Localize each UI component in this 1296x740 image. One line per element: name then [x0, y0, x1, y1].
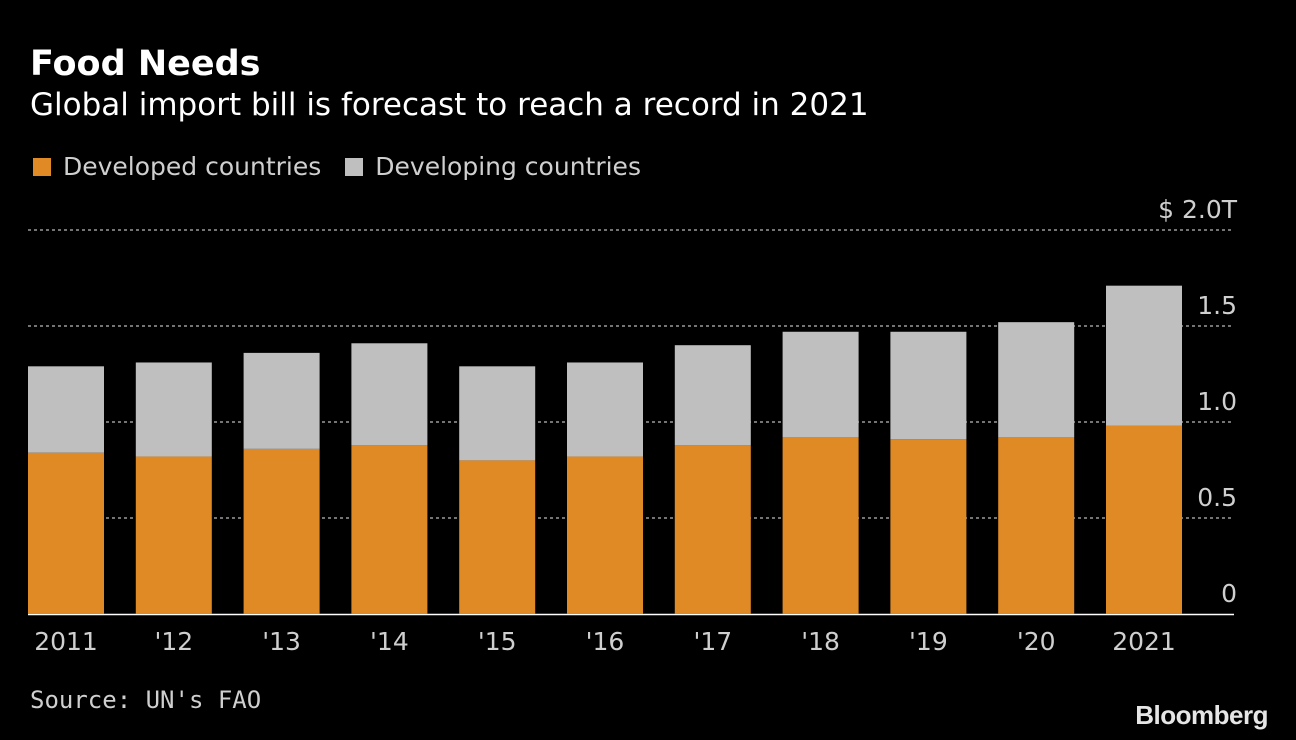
legend-item-developing: Developing countries: [345, 152, 641, 181]
bar-developing-5: [567, 362, 643, 457]
x-tick-label: '13: [262, 627, 301, 656]
x-axis-labels: 2011 '12 '13 '14 '15 '16 '17 '18 '19 '20 2021: [34, 627, 1176, 656]
x-tick-label: '12: [154, 627, 193, 656]
legend-label-developing: Developing countries: [375, 152, 641, 181]
x-tick-label: '17: [693, 627, 732, 656]
y-axis-labels: $ 2.0T 1.5 1.0 0.5 0: [1158, 195, 1238, 608]
x-tick-label: '14: [370, 627, 409, 656]
bar-developing-4: [459, 366, 536, 461]
x-tick-label: '18: [801, 627, 840, 656]
bar-developed-6: [674, 445, 751, 614]
bar-developing-9: [998, 322, 1075, 438]
bars: [28, 285, 1182, 614]
bar-developed-5: [567, 456, 643, 614]
bar-developed-10: [1106, 425, 1182, 614]
bar-developed-7: [782, 437, 859, 614]
bar-developing-1: [135, 362, 212, 457]
bar-developed-9: [998, 437, 1075, 614]
y-tick-label: 1.0: [1197, 387, 1237, 416]
bar-developed-1: [135, 456, 212, 614]
bar-developed-4: [459, 460, 536, 614]
legend-swatch-developed: [33, 157, 51, 176]
bar-developing-6: [674, 345, 751, 446]
bar-developed-2: [243, 448, 320, 614]
brand-logo: Bloomberg: [1135, 700, 1268, 730]
y-tick-label: 0.5: [1197, 483, 1237, 512]
bar-developing-3: [351, 343, 428, 446]
bar-developing-2: [243, 352, 320, 449]
y-tick-label: 0: [1221, 579, 1237, 608]
x-tick-label: '20: [1017, 627, 1056, 656]
legend-item-developed: Developed countries: [33, 152, 321, 181]
y-tick-label: 1.5: [1197, 291, 1237, 320]
bar-developing-10: [1106, 285, 1182, 426]
x-tick-label: '19: [909, 627, 948, 656]
chart-title: Food Needs: [30, 44, 261, 84]
bar-developed-8: [890, 439, 967, 614]
legend-label-developed: Developed countries: [63, 152, 322, 181]
source-note: Source: UN's FAO: [30, 686, 262, 714]
x-tick-label: '16: [586, 627, 625, 656]
x-tick-label: 2011: [34, 627, 98, 656]
legend: Developed countries Developing countries: [33, 152, 665, 181]
bar-developing-7: [782, 331, 859, 438]
legend-swatch-developing: [345, 157, 364, 176]
chart-subtitle: Global import bill is forecast to reach …: [30, 87, 869, 123]
x-tick-label: '15: [478, 627, 517, 656]
bar-developing-8: [890, 331, 967, 440]
bar-developing-0: [28, 366, 104, 453]
x-tick-label: 2021: [1112, 627, 1176, 656]
y-tick-label: $ 2.0T: [1158, 195, 1238, 224]
bar-developed-0: [28, 452, 104, 614]
bar-developed-3: [351, 445, 428, 614]
